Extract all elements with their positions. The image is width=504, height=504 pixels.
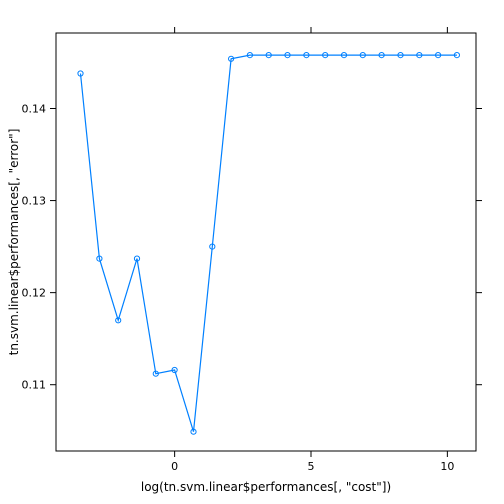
x-tick-label: 10 [440, 460, 454, 473]
data-point [265, 52, 272, 59]
data-point [322, 52, 329, 59]
data-point [228, 55, 235, 62]
data-point [171, 366, 178, 374]
x-axis-label: log(tn.svm.linear$performances[, "cost"]… [141, 480, 391, 494]
series-layer [77, 52, 460, 435]
data-point [303, 52, 310, 59]
x-tick-label: 5 [308, 460, 315, 473]
y-tick-label: 0.14 [22, 102, 47, 115]
y-tick-label: 0.12 [22, 287, 47, 300]
data-point [96, 255, 103, 262]
y-tick-label: 0.11 [22, 379, 47, 392]
data-point [152, 370, 159, 377]
data-point [378, 52, 385, 59]
data-point [359, 52, 366, 59]
data-point [416, 52, 423, 59]
data-point [209, 243, 216, 250]
axis-ticks: 0 5 10 0.11 0.12 0.13 0.14 [22, 27, 482, 473]
y-tick-label: 0.13 [22, 195, 47, 208]
x-tick-label: 0 [171, 460, 178, 473]
data-point [340, 52, 348, 59]
data-point [435, 52, 442, 59]
data-point [246, 52, 253, 59]
plot-panel [55, 32, 477, 452]
data-point [453, 52, 460, 59]
data-point [133, 255, 141, 262]
y-axis-label: tn.svm.linear$performances[, "error"] [7, 129, 21, 356]
data-point [190, 428, 197, 435]
data-point [284, 52, 291, 59]
data-point [115, 317, 122, 324]
data-point [77, 70, 84, 77]
data-point [397, 52, 404, 59]
series-line [79, 54, 457, 432]
